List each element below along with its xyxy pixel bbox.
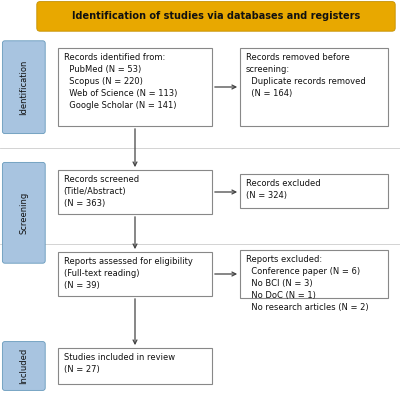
Bar: [58, 170, 212, 214]
Text: Screening: Screening: [19, 192, 28, 234]
Text: Records removed before
screening:
  Duplicate records removed
  (N = 164): Records removed before screening: Duplic…: [246, 53, 365, 98]
Text: Studies included in review
(N = 27): Studies included in review (N = 27): [64, 353, 175, 374]
Bar: [240, 250, 388, 298]
Text: Records excluded
(N = 324): Records excluded (N = 324): [246, 179, 320, 200]
Text: Identification of studies via databases and registers: Identification of studies via databases …: [72, 12, 360, 22]
FancyBboxPatch shape: [2, 162, 45, 263]
FancyBboxPatch shape: [2, 342, 45, 390]
Bar: [240, 48, 388, 126]
Text: Records screened
(Title/Abstract)
(N = 363): Records screened (Title/Abstract) (N = 3…: [64, 175, 139, 208]
Text: Reports excluded:
  Conference paper (N = 6)
  No BCI (N = 3)
  No DoC (N = 1)
 : Reports excluded: Conference paper (N = …: [246, 255, 368, 312]
Text: Records identified from:
  PubMed (N = 53)
  Scopus (N = 220)
  Web of Science (: Records identified from: PubMed (N = 53)…: [64, 53, 177, 110]
FancyBboxPatch shape: [37, 2, 395, 31]
Bar: [58, 348, 212, 384]
Bar: [58, 48, 212, 126]
Text: Identification: Identification: [19, 60, 28, 115]
Text: Reports assessed for eligibility
(Full-text reading)
(N = 39): Reports assessed for eligibility (Full-t…: [64, 257, 192, 290]
Bar: [58, 252, 212, 296]
FancyBboxPatch shape: [2, 41, 45, 134]
Text: Included: Included: [19, 348, 28, 384]
Bar: [240, 174, 388, 208]
